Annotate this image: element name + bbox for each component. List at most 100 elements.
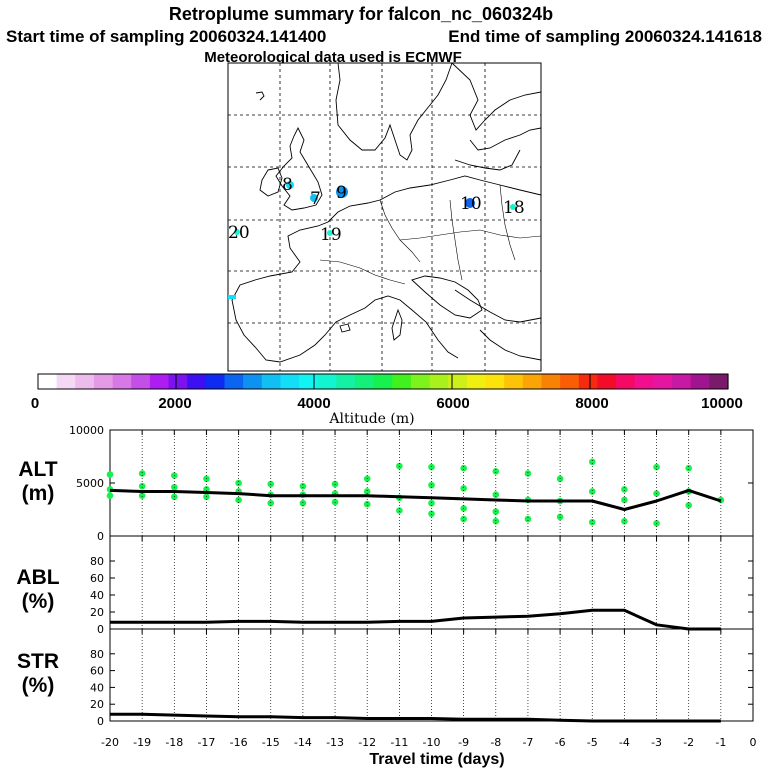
map-marker	[286, 181, 294, 189]
colorbar-swatch	[93, 374, 114, 389]
alt-point	[588, 518, 596, 526]
alt-series-line	[109, 488, 722, 511]
alt-point	[428, 463, 435, 471]
alt-point	[460, 515, 467, 523]
alt-point	[428, 499, 435, 507]
x-tick-label: -13	[326, 736, 344, 749]
x-tick-label: -19	[133, 736, 151, 749]
alt-point	[235, 479, 242, 487]
alt-point	[460, 485, 467, 492]
colorbar-swatch	[709, 374, 729, 389]
alt-point	[460, 464, 467, 472]
str-y-tick-label: 40	[90, 681, 104, 694]
colorbar-swatch	[578, 374, 599, 389]
colorbar-swatch	[168, 374, 188, 389]
abl-series-line	[110, 608, 721, 631]
x-tick-label: -8	[490, 736, 501, 749]
colorbar-swatch	[504, 374, 524, 389]
x-tick-label: -6	[555, 736, 566, 749]
map-labels: 8 7 9 10 18 20 19	[228, 175, 525, 245]
colorbar-swatch	[224, 374, 244, 389]
map-label: 8	[282, 175, 293, 195]
alt-point	[621, 486, 628, 493]
colorbar-swatch	[672, 374, 692, 389]
figure-title: Retroplume summary for falcon_nc_060324b	[169, 4, 553, 24]
alt-point	[396, 507, 403, 514]
europe-map: 8 7 9 10 18 20 19	[227, 62, 542, 372]
colorbar-swatch	[131, 374, 151, 389]
abl-y-tick-label: 60	[90, 572, 104, 585]
alt-point	[428, 510, 435, 518]
alt-y-tick-label: 0	[97, 530, 104, 543]
x-tick-label: -17	[197, 736, 215, 749]
colorbar-swatch	[410, 374, 431, 389]
map-label: 18	[503, 198, 525, 218]
alt-point	[138, 482, 146, 490]
map-label: 19	[320, 225, 342, 245]
x-tick-label: -14	[294, 736, 312, 749]
map-marker	[228, 295, 236, 299]
map-marker	[234, 229, 240, 235]
colorbar-tick-label: 6000	[436, 395, 469, 412]
x-tick-label: -10	[423, 736, 441, 749]
x-tick-label: -3	[651, 736, 662, 749]
map-marker	[327, 230, 333, 236]
colorbar-swatch	[280, 374, 300, 389]
alt-point	[556, 513, 564, 521]
colorbar-swatch	[336, 374, 356, 389]
x-tick-label: -12	[358, 736, 376, 749]
colorbar-swatch	[38, 374, 58, 389]
colorbar-swatch	[653, 374, 673, 389]
alt-point	[428, 481, 435, 489]
alt-point	[267, 499, 275, 507]
x-tick-label: 0	[750, 736, 757, 749]
str-y-tick-label: 0	[97, 715, 104, 728]
colorbar-swatch	[149, 374, 170, 389]
colorbar-swatch	[485, 374, 505, 389]
map-marker	[336, 186, 348, 198]
colorbar-swatch	[597, 374, 617, 389]
colorbar-swatch	[75, 374, 95, 389]
alt-y-tick-label: 10000	[69, 424, 104, 437]
abl-panel-label: ABL	[16, 566, 59, 589]
colorbar-swatch	[205, 374, 226, 389]
x-axis-title: Travel time (days)	[369, 751, 504, 768]
colorbar-swatch	[112, 374, 132, 389]
x-tick-label: -11	[390, 736, 408, 749]
abl-y-tick-label: 40	[90, 589, 104, 602]
map-label: 7	[310, 189, 321, 209]
map-marker	[465, 198, 475, 208]
colorbar-tick-label: 10000	[701, 395, 743, 412]
alt-point	[363, 500, 371, 508]
str-y-tick-label: 80	[90, 648, 104, 661]
alt-point	[299, 499, 307, 507]
alt-point	[653, 463, 660, 471]
x-tick-label: -15	[262, 736, 280, 749]
x-tick-label: -9	[458, 736, 469, 749]
x-tick-label: -5	[587, 736, 598, 749]
map-markers	[228, 181, 516, 299]
abl-y-tick-label: 20	[90, 606, 104, 619]
colorbar-swatch	[690, 374, 710, 389]
abl-panel-unit: (%)	[22, 590, 55, 613]
x-tick-label: -1	[715, 736, 726, 749]
alt-point	[138, 470, 146, 477]
colorbar-swatch	[448, 374, 468, 389]
colorbar-swatch	[429, 374, 449, 389]
colorbar-swatch	[522, 374, 543, 389]
alt-point	[492, 517, 500, 525]
alt-point	[524, 515, 532, 523]
str-series-line	[110, 712, 721, 723]
alt-point	[363, 488, 371, 495]
alt-point	[524, 470, 532, 477]
coastlines	[231, 62, 542, 363]
meteo-source-label: Meteorological data used is ECMWF	[204, 49, 462, 66]
alt-point	[106, 492, 114, 500]
colorbar-swatch	[317, 374, 337, 389]
colorbar-swatch	[373, 374, 393, 389]
alt-point	[299, 482, 307, 490]
alt-point	[685, 464, 692, 472]
colorbar-swatch	[560, 374, 580, 389]
alt-panel-label: ALT	[18, 458, 57, 481]
